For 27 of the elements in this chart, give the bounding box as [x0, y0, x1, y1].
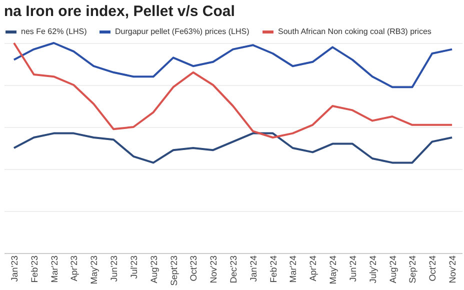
x-tick-label: Sept'23 — [168, 256, 179, 286]
legend-label: South African Non coking coal (RB3) prices — [278, 27, 432, 36]
x-tick-label: Jan'23 — [9, 256, 20, 282]
chart-title: na Iron ore index, Pellet v/s Coal — [4, 3, 235, 20]
x-tick-label: May'23 — [89, 256, 100, 284]
legend-label: nes Fe 62% (LHS) — [21, 27, 88, 36]
x-tick-label: Jun'24 — [348, 256, 358, 282]
x-tick-label: Nov'24 — [448, 256, 458, 284]
x-tick-label: Dec'23 — [228, 256, 238, 284]
legend-label: Durgapur pellet (Fe63%) prices (LHS) — [115, 27, 250, 36]
x-tick-label: May'24 — [328, 256, 338, 284]
x-tick-label: July'24 — [368, 256, 378, 284]
x-tick-label: Feb'24 — [268, 256, 278, 283]
x-tick-label: Apr'24 — [308, 256, 318, 282]
x-tick-label: Mar'23 — [49, 256, 60, 283]
x-tick-label: Feb'23 — [29, 256, 40, 283]
x-tick-label: Aug'24 — [388, 256, 398, 284]
x-tick-label: Sep'24 — [408, 256, 418, 284]
x-tick-label: Nov'23 — [208, 256, 219, 284]
x-tick-label: Apr'23 — [69, 256, 80, 282]
x-tick-label: Jan'24 — [248, 256, 258, 282]
x-tick-label: Oct'23 — [188, 256, 199, 282]
x-tick-label: Jun'23 — [109, 256, 120, 282]
x-tick-label: Aug'23 — [148, 256, 159, 284]
x-tick-label: Jul'23 — [128, 256, 139, 279]
x-tick-label: Oct'24 — [428, 256, 438, 282]
x-tick-label: Mar'24 — [288, 256, 298, 283]
